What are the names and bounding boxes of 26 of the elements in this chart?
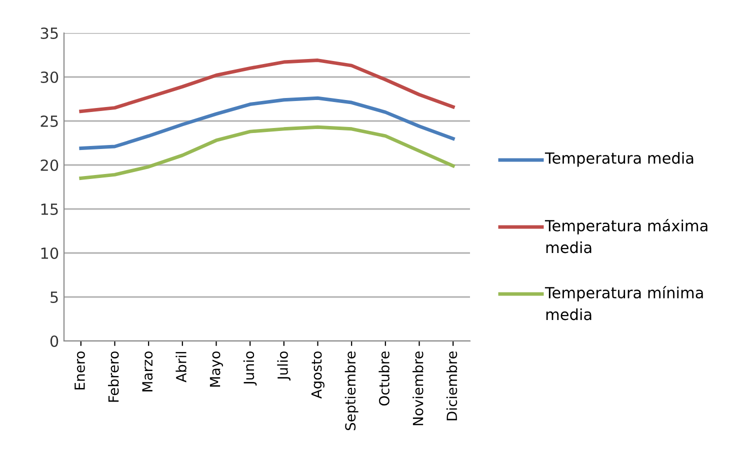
x-tick-label: Octubre bbox=[378, 351, 390, 406]
x-tick-label: Julio bbox=[277, 351, 291, 381]
legend-label: Temperatura máxima media bbox=[544, 219, 708, 254]
x-tick-label: Junio bbox=[243, 351, 257, 386]
x-tick-label: Enero bbox=[74, 351, 85, 390]
y-tick-label: 10 bbox=[41, 247, 58, 260]
x-tick-label: Agosto bbox=[311, 351, 324, 399]
legend-label: Temperatura media bbox=[544, 152, 694, 167]
x-tick-label: Septiembre bbox=[344, 351, 358, 430]
y-tick-label: 35 bbox=[40, 27, 58, 40]
x-tick-label: Febrero bbox=[108, 351, 119, 402]
line-series bbox=[79, 58, 455, 114]
y-tick-label: 15 bbox=[41, 204, 58, 216]
y-tick-label: 30 bbox=[40, 71, 58, 84]
line-series bbox=[79, 96, 455, 150]
x-tick-label: Diciembre bbox=[446, 351, 458, 420]
y-tick-label: 5 bbox=[50, 292, 58, 304]
y-tick-label: 0 bbox=[50, 335, 58, 348]
legend-label: Temperatura mínima media bbox=[544, 286, 703, 320]
line-series bbox=[79, 125, 455, 180]
x-tick-label: Noviembre bbox=[412, 351, 424, 426]
y-tick-label: 20 bbox=[40, 159, 58, 172]
x-tick-label: Abril bbox=[176, 352, 186, 382]
x-tick-label: Mayo bbox=[210, 351, 223, 387]
x-tick-label: Marzo bbox=[142, 351, 153, 392]
y-tick-label: 25 bbox=[40, 115, 58, 128]
